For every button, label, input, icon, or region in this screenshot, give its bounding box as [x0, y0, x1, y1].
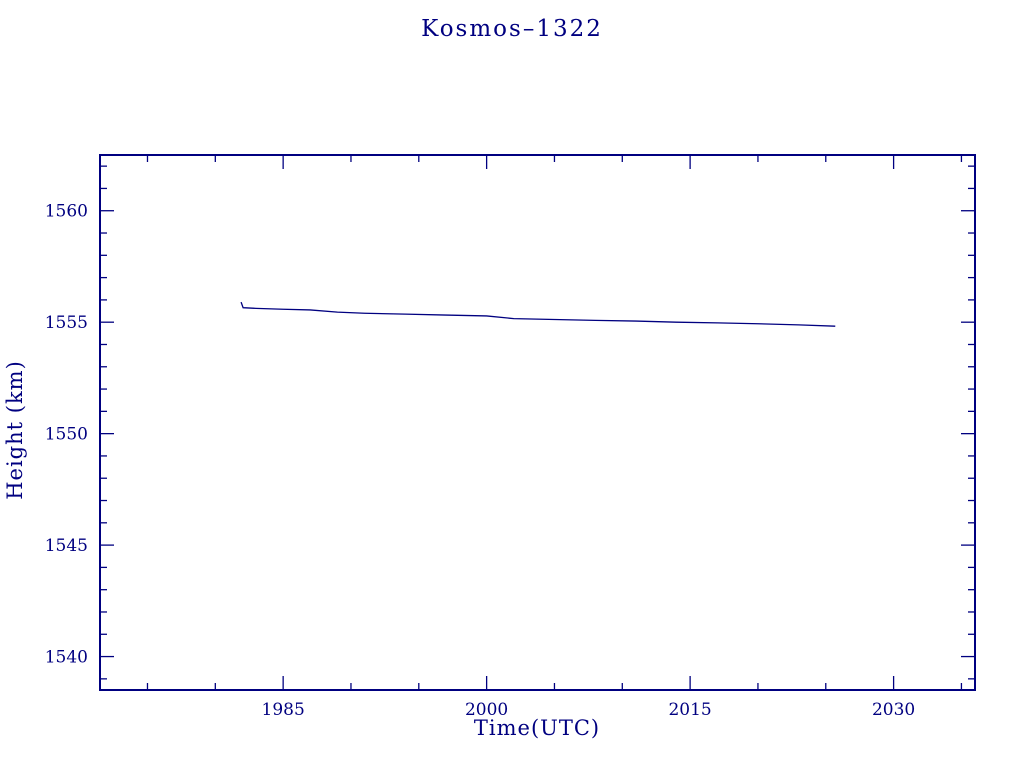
axis-tick-labels: 1985 2000 2015 2030 1540 1545 1550 1555 1560 [45, 202, 916, 720]
y-tick-label: 1550 [45, 425, 88, 445]
y-tick-label: 1555 [45, 313, 88, 333]
plot-frame [99, 154, 976, 691]
plot-border [99, 154, 976, 691]
x-tick-label: 2030 [872, 700, 915, 720]
y-tick-label: 1540 [45, 648, 88, 668]
data-series [240, 301, 836, 327]
y-tick-label: 1545 [45, 536, 88, 556]
chart-title: Kosmos–1322 [421, 16, 603, 42]
series-line-height [240, 301, 836, 327]
y-axis-title: Height (km) [3, 360, 27, 500]
axis-ticks [100, 155, 975, 690]
x-tick-label: 2000 [465, 700, 508, 720]
x-axis-title: Time(UTC) [474, 716, 600, 740]
x-tick-label: 2015 [668, 700, 711, 720]
y-tick-label: 1560 [45, 202, 88, 222]
x-tick-label: 1985 [262, 700, 305, 720]
